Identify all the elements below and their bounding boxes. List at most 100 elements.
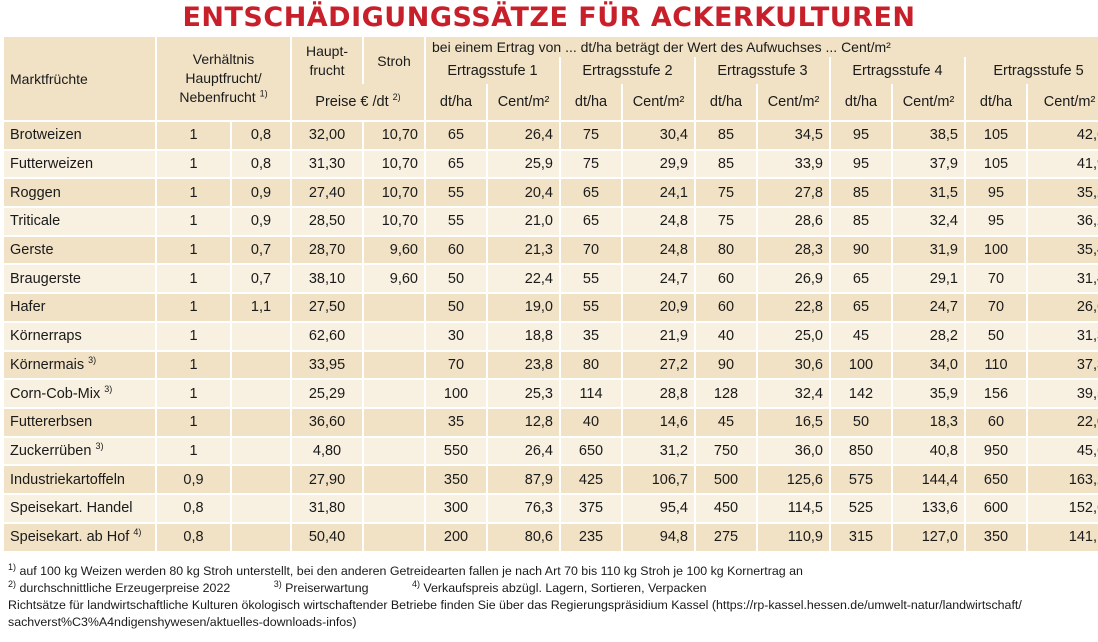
yield-dtha: 300 — [425, 492, 488, 523]
yield-dtha: 850 — [830, 435, 893, 466]
table-row: Körnerraps 1 62,60 30 18,8 35 21,9 40 25,0 45 28,2… — [4, 320, 1098, 351]
ratio-main: 1 — [156, 177, 232, 208]
table-row: Triticale 1 0,9 28,50 10,70 55 21,0 65 24,8 75 28,… — [4, 206, 1098, 236]
table-row: Körnermais 3) 1 33,95 70 23,8 80 27,2 90 30,6 100… — [4, 349, 1098, 380]
yield-dtha: 105 — [965, 148, 1028, 179]
value-centm2: 21,0 — [487, 206, 561, 236]
price-straw — [363, 521, 426, 552]
value-centm2: 41,9 — [1027, 148, 1098, 179]
price-straw — [363, 435, 426, 466]
crop-name: Gerste — [4, 234, 157, 265]
value-centm2: 76,3 — [487, 492, 561, 523]
value-centm2: 163,2 — [1027, 464, 1098, 494]
value-centm2: 32,4 — [757, 378, 831, 408]
crop-name: Speisekart. Handel — [4, 492, 157, 523]
value-centm2: 152,6 — [1027, 492, 1098, 523]
yield-dtha: 105 — [965, 120, 1028, 150]
header-centm2: Cent/m² — [757, 84, 831, 121]
table-row: Hafer 1 1,1 27,50 50 19,0 55 20,9 60 22,8 65 24,7 70… — [4, 292, 1098, 322]
value-centm2: 20,9 — [622, 292, 696, 322]
table-row: Roggen 1 0,9 27,40 10,70 55 20,4 65 24,1 75 27,8 85… — [4, 177, 1098, 208]
value-centm2: 25,0 — [757, 320, 831, 351]
ratio-by: 0,7 — [231, 234, 292, 265]
value-centm2: 21,3 — [487, 234, 561, 265]
value-centm2: 45,6 — [1027, 435, 1098, 466]
value-centm2: 27,8 — [757, 177, 831, 208]
header-centm2: Cent/m² — [892, 84, 966, 121]
value-centm2: 14,6 — [622, 406, 696, 437]
yield-dtha: 500 — [695, 464, 758, 494]
yield-dtha: 128 — [695, 378, 758, 408]
yield-dtha: 70 — [425, 349, 488, 380]
ratio-by — [231, 320, 292, 351]
ratio-main: 0,9 — [156, 464, 232, 494]
price-main: 32,00 — [291, 120, 364, 150]
crop-name: Brotweizen — [4, 120, 157, 150]
table-row: Speisekart. Handel 0,8 31,80 300 76,3 375 95,4… — [4, 492, 1098, 523]
yield-dtha: 85 — [830, 177, 893, 208]
yield-dtha: 55 — [560, 263, 623, 294]
ratio-by — [231, 435, 292, 466]
value-centm2: 18,3 — [892, 406, 966, 437]
value-centm2: 94,8 — [622, 521, 696, 552]
ratio-main: 0,8 — [156, 492, 232, 523]
yield-dtha: 70 — [965, 263, 1028, 294]
ratio-main: 0,8 — [156, 521, 232, 552]
yield-dtha: 90 — [830, 234, 893, 265]
crop-name: Körnermais 3) — [4, 349, 157, 380]
price-main: 31,30 — [291, 148, 364, 179]
header-dtha: dt/ha — [560, 84, 623, 121]
value-centm2: 31,2 — [622, 435, 696, 466]
table-row: Futterweizen 1 0,8 31,30 10,70 65 25,9 75 29,9 85… — [4, 148, 1098, 179]
yield-dtha: 650 — [965, 464, 1028, 494]
value-centm2: 32,4 — [892, 206, 966, 236]
ratio-main: 1 — [156, 263, 232, 294]
value-centm2: 24,1 — [622, 177, 696, 208]
header-stufe-3: Ertragsstufe 3 — [695, 57, 831, 84]
value-centm2: 19,0 — [487, 292, 561, 322]
header-dtha: dt/ha — [830, 84, 893, 121]
value-centm2: 133,6 — [892, 492, 966, 523]
price-main: 25,29 — [291, 378, 364, 408]
table-row: Futtererbsen 1 36,60 35 12,8 40 14,6 45 16,5 50 18… — [4, 406, 1098, 437]
value-centm2: 22,4 — [487, 263, 561, 294]
yield-dtha: 85 — [695, 120, 758, 150]
value-centm2: 22,8 — [757, 292, 831, 322]
yield-dtha: 95 — [965, 206, 1028, 236]
value-centm2: 37,3 — [1027, 349, 1098, 380]
ratio-main: 1 — [156, 435, 232, 466]
footnote-2-4: 2) durchschnittliche Erzeugerpreise 2022… — [8, 578, 707, 595]
value-centm2: 12,8 — [487, 406, 561, 437]
yield-dtha: 45 — [695, 406, 758, 437]
header-stroh: Stroh — [363, 37, 426, 84]
header-group-caption: bei einem Ertrag von ... dt/ha beträgt d… — [425, 37, 1098, 57]
ratio-by: 0,8 — [231, 120, 292, 150]
yield-dtha: 75 — [695, 177, 758, 208]
value-centm2: 20,4 — [487, 177, 561, 208]
yield-dtha: 70 — [965, 292, 1028, 322]
yield-dtha: 50 — [425, 263, 488, 294]
price-main: 27,40 — [291, 177, 364, 208]
value-centm2: 80,6 — [487, 521, 561, 552]
value-centm2: 40,8 — [892, 435, 966, 466]
yield-dtha: 350 — [965, 521, 1028, 552]
value-centm2: 30,6 — [757, 349, 831, 380]
header-dtha: dt/ha — [965, 84, 1028, 121]
yield-dtha: 60 — [695, 263, 758, 294]
yield-dtha: 350 — [425, 464, 488, 494]
yield-dtha: 55 — [425, 177, 488, 208]
header-stufe-1: Ertragsstufe 1 — [425, 57, 561, 84]
page-title: ENTSCHÄDIGUNGSSÄTZE FÜR ACKERKULTUREN — [182, 2, 916, 33]
header-stufe-4: Ertragsstufe 4 — [830, 57, 966, 84]
value-centm2: 29,9 — [622, 148, 696, 179]
value-centm2: 106,7 — [622, 464, 696, 494]
yield-dtha: 60 — [965, 406, 1028, 437]
yield-dtha: 40 — [560, 406, 623, 437]
yield-dtha: 65 — [425, 148, 488, 179]
header-preise: Preise € /dt 2) — [291, 84, 426, 121]
value-centm2: 36,0 — [757, 435, 831, 466]
richtsaetze-note-cont: sachverst%C3%A4ndigenshywesen/aktuelles-… — [8, 615, 357, 629]
price-straw: 10,70 — [363, 206, 426, 236]
yield-dtha: 60 — [695, 292, 758, 322]
ratio-by — [231, 521, 292, 552]
